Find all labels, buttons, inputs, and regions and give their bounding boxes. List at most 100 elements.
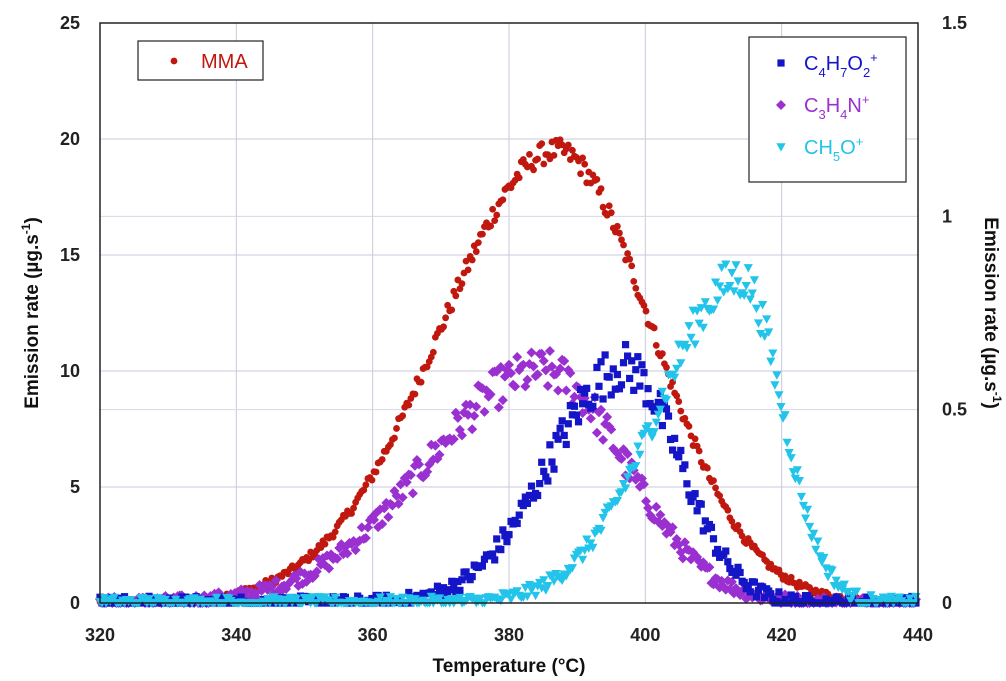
point-C3H4N+-245 <box>596 404 607 415</box>
point-CH5O+-196 <box>496 596 506 606</box>
point-MMA-246 <box>599 203 607 211</box>
point-C4H7O2+-254 <box>615 385 624 393</box>
left-y-tick-label-0: 0 <box>70 593 80 613</box>
point-MMA-157 <box>417 378 425 386</box>
point-MMA-300 <box>710 477 717 485</box>
point-MMA-262 <box>632 284 640 292</box>
point-MMA-210 <box>526 150 533 158</box>
point-MMA-179 <box>462 257 470 265</box>
point-C3H4N+-86 <box>270 575 281 586</box>
point-C4H7O2+-338 <box>787 591 795 599</box>
point-C4H7O2+-220 <box>546 441 554 449</box>
point-CH5O+-186 <box>475 594 485 604</box>
point-C4H7O2+-355 <box>822 595 830 603</box>
point-C4H7O2+-227 <box>560 431 568 440</box>
x-tick-label-5: 420 <box>767 625 797 645</box>
point-MMA-229 <box>564 141 572 149</box>
point-CH5O+-346 <box>802 505 813 515</box>
point-C4H7O2+-196 <box>497 546 505 554</box>
point-C4H7O2+-312 <box>734 563 742 571</box>
point-C4H7O2+-339 <box>789 597 797 605</box>
point-C4H7O2+-307 <box>724 558 732 566</box>
point-C3H4N+-225 <box>555 363 566 374</box>
point-CH5O+-321 <box>751 304 762 314</box>
legend-label-MMA: MMA <box>201 51 248 73</box>
point-C4H7O2+-223 <box>552 431 560 440</box>
point-C4H7O2+-198 <box>501 532 509 540</box>
point-C4H7O2+-231 <box>568 411 576 419</box>
point-MMA-236 <box>579 154 587 162</box>
right-y-axis-ticks: 0 0.5 1 1.5 <box>942 13 967 613</box>
point-C3H4N+-274 <box>655 509 666 520</box>
point-C3H4N+-246 <box>598 434 609 445</box>
point-C4H7O2+-252 <box>611 385 619 393</box>
point-MMA-271 <box>650 324 658 332</box>
x-tick-label-6: 440 <box>903 625 933 645</box>
point-C4H7O2+-251 <box>609 365 617 373</box>
point-CH5O+-300 <box>708 305 719 314</box>
point-C4H7O2+-210 <box>525 491 534 500</box>
point-CH5O+-2 <box>99 593 109 603</box>
point-C3H4N+-175 <box>452 412 463 423</box>
point-C4H7O2+-274 <box>656 389 664 398</box>
point-CH5O+-275 <box>657 387 667 397</box>
point-C4H7O2+-279 <box>666 435 675 444</box>
point-C3H4N+-217 <box>538 355 549 366</box>
point-MMA-135 <box>372 468 380 476</box>
point-C3H4N+-138 <box>377 519 388 530</box>
point-C4H7O2+-249 <box>605 373 613 381</box>
point-C4H7O2+-257 <box>621 341 630 349</box>
x-tick-label-1: 340 <box>221 625 251 645</box>
point-C4H7O2+-205 <box>515 511 523 519</box>
point-CH5O+-258 <box>623 473 633 482</box>
point-C3H4N+-166 <box>434 449 445 460</box>
point-C3H4N+-219 <box>542 380 553 391</box>
point-C4H7O2+-230 <box>566 401 574 410</box>
point-C4H7O2+-313 <box>736 568 744 577</box>
left-y-tick-label-4: 20 <box>60 129 80 149</box>
point-C3H4N+-182 <box>467 424 478 435</box>
point-CH5O+-332 <box>774 391 784 400</box>
point-CH5O+-270 <box>647 433 657 442</box>
point-CH5O+-302 <box>712 296 723 305</box>
point-MMA-254 <box>616 229 623 237</box>
point-C4H7O2+-239 <box>585 400 593 408</box>
point-C4H7O2+-272 <box>652 405 660 413</box>
point-MMA-291 <box>691 435 699 443</box>
point-C4H7O2+-209 <box>523 499 532 507</box>
point-MMA-182 <box>468 256 476 264</box>
point-MMA-303 <box>716 492 724 500</box>
legend-marker-MMA <box>170 57 178 65</box>
point-C3H4N+-106 <box>311 566 322 577</box>
point-MMA-115 <box>331 528 339 536</box>
point-C3H4N+-76 <box>250 588 261 599</box>
x-tick-label-4: 400 <box>630 625 660 645</box>
point-C3H4N+-96 <box>291 573 302 584</box>
point-MMA-350 <box>812 586 820 594</box>
point-MMA-283 <box>675 398 683 405</box>
right-y-tick-label-2: 1 <box>942 206 952 226</box>
point-MMA-144 <box>391 434 398 442</box>
point-CH5O+-308 <box>725 281 735 291</box>
point-C3H4N+-248 <box>602 411 613 422</box>
point-MMA-237 <box>581 160 589 168</box>
point-C4H7O2+-250 <box>607 391 615 399</box>
point-MMA-154 <box>411 390 419 398</box>
point-CH5O+-326 <box>762 315 772 324</box>
point-CH5O+-262 <box>631 462 641 471</box>
point-C4H7O2+-325 <box>761 593 769 601</box>
left-y-axis-title: Emission rate (µg.s-1) <box>19 217 43 409</box>
point-C4H7O2+-212 <box>529 494 538 502</box>
point-C3H4N+-184 <box>471 401 482 412</box>
point-MMA-142 <box>386 441 394 449</box>
point-C3H4N+-240 <box>585 413 596 424</box>
point-C3H4N+-150 <box>401 477 412 488</box>
point-CH5O+-162 <box>426 592 436 602</box>
point-C4H7O2+-299 <box>707 523 716 531</box>
point-C3H4N+-309 <box>726 576 737 587</box>
point-C4H7O2+-260 <box>628 357 636 365</box>
point-CH5O+-310 <box>729 287 739 296</box>
point-C3H4N+-130 <box>360 532 371 543</box>
point-MMA-145 <box>393 425 400 432</box>
